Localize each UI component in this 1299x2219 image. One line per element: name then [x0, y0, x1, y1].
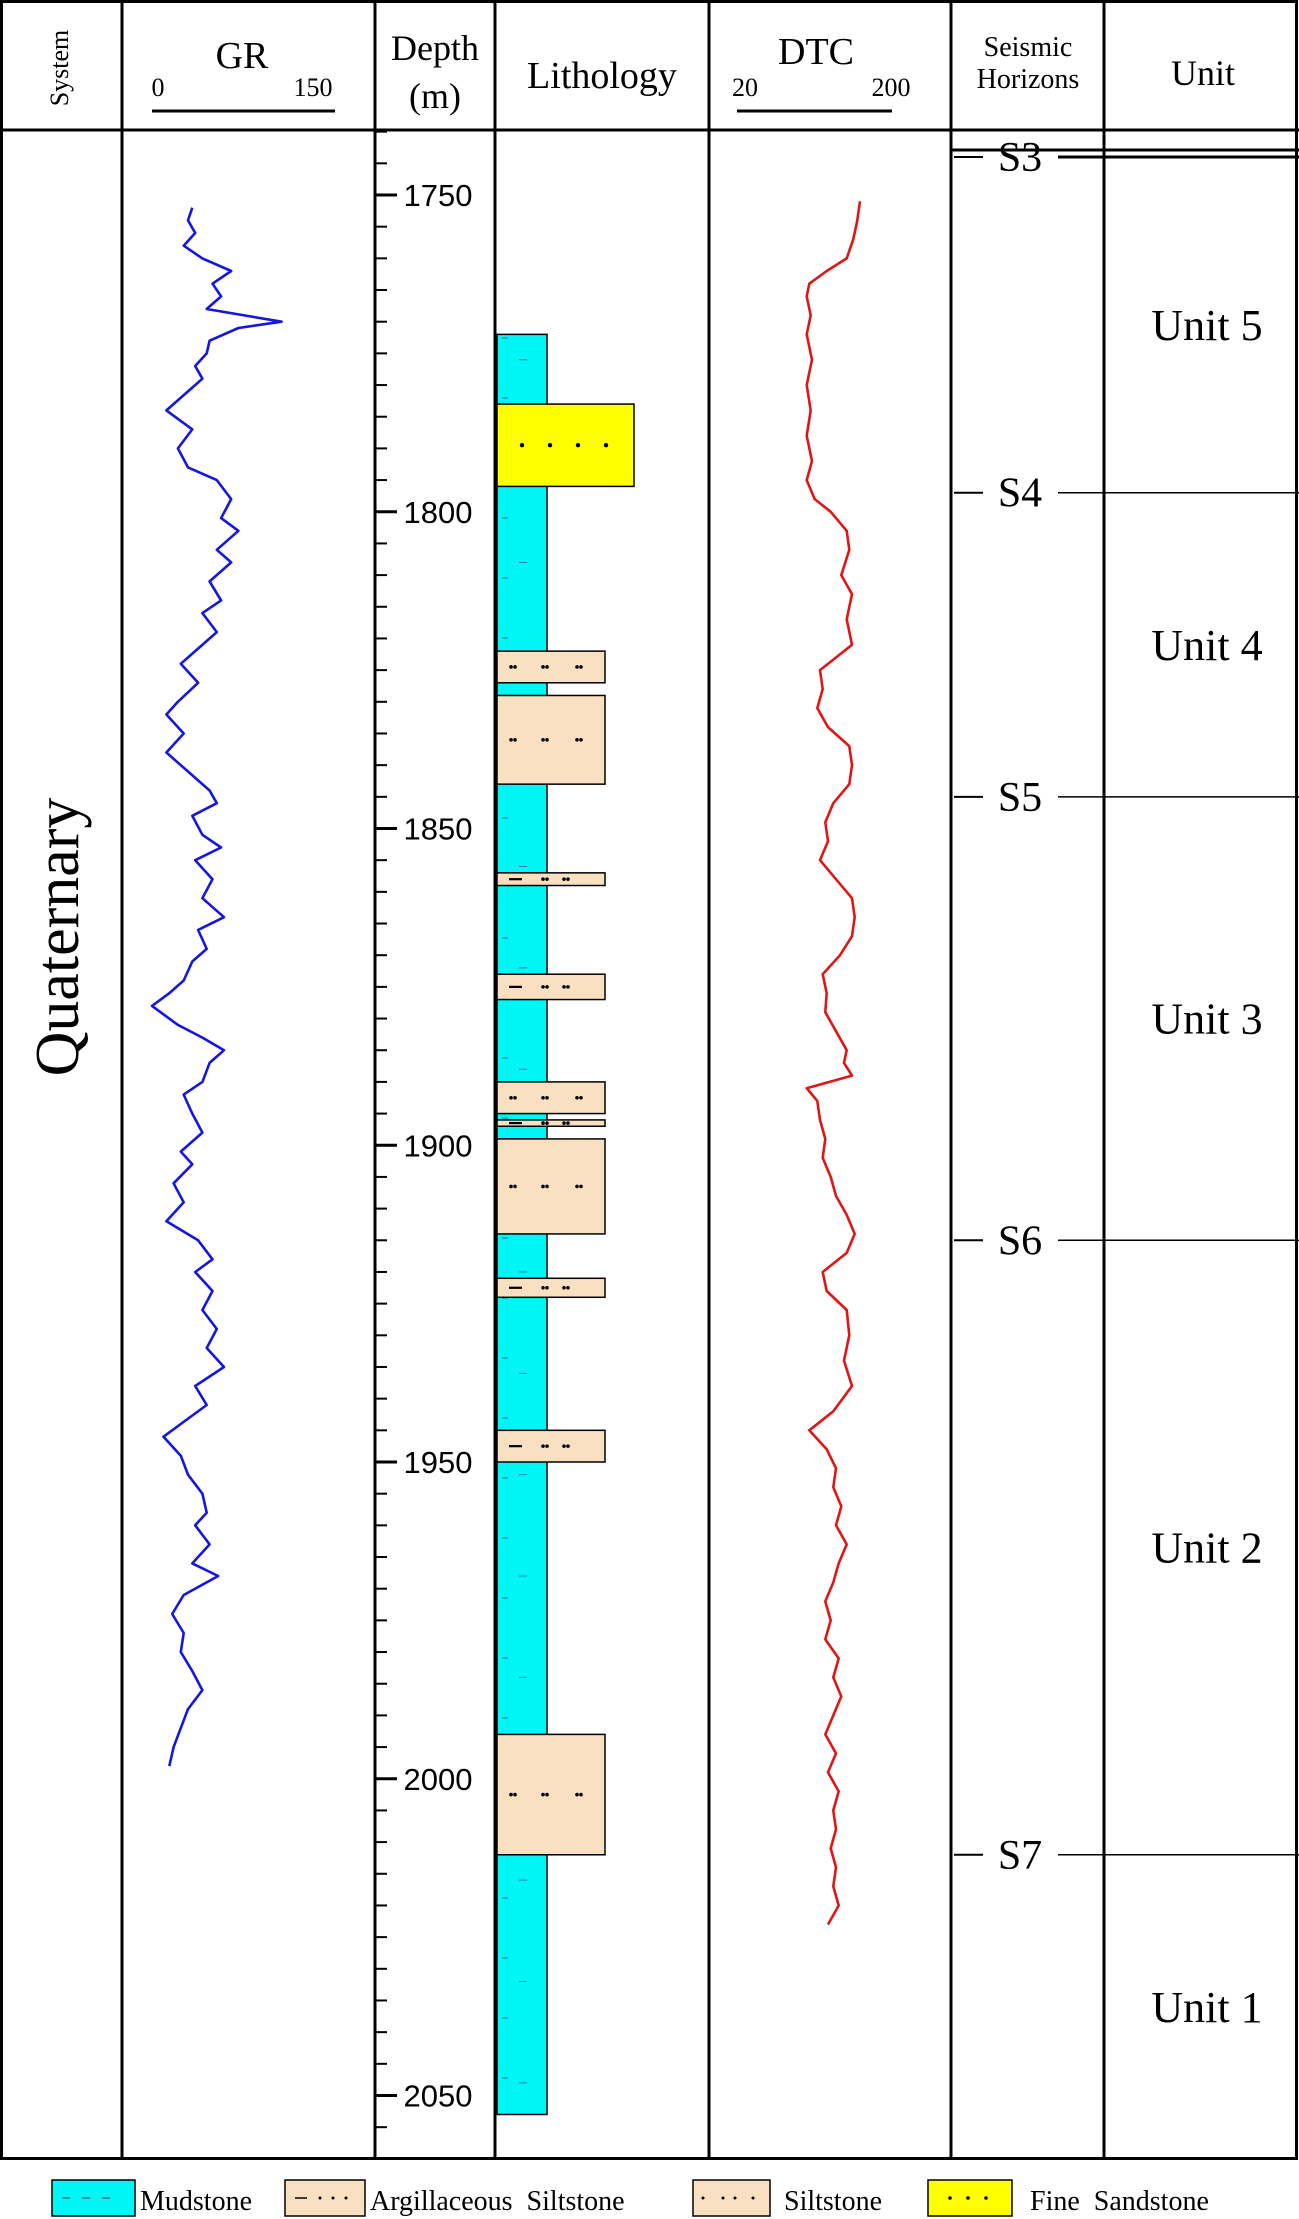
- horizon-label: S5: [998, 775, 1042, 821]
- unit-label: Unit 5: [1151, 301, 1262, 350]
- legend-swatch: [692, 2179, 771, 2217]
- depth-header-line2: (m): [409, 76, 461, 116]
- legend-label: Argillaceous Siltstone: [370, 2186, 625, 2217]
- legend-swatch: [927, 2179, 1013, 2217]
- units-column: Unit 5 Unit 4 Unit 3 Unit 2 Unit 1: [1151, 301, 1262, 2032]
- argillaceous-siltstone-bed: [496, 1429, 606, 1463]
- siltstone-bed: [496, 1081, 606, 1115]
- header-row: System GR 0 150 Depth (m) Lithology DTC …: [45, 28, 1235, 116]
- horizon-label: S3: [998, 135, 1042, 181]
- horizon-s5: S5: [954, 775, 1299, 821]
- depth-tick-label: 1750: [404, 178, 473, 213]
- horizon-s4: S4: [954, 471, 1299, 517]
- legend: Mudstone Argillaceous Siltstone Siltstone F…: [51, 2179, 1209, 2217]
- depth-tick-label: 2050: [404, 2079, 473, 2114]
- siltstone-bed: [496, 694, 606, 785]
- lithology-column: [496, 333, 635, 2116]
- horizon-label: S6: [998, 1218, 1042, 1264]
- seismic-header-line2: Horizons: [977, 64, 1080, 95]
- legend-item-argillaceous-siltstone: Argillaceous Siltstone: [284, 2179, 625, 2217]
- argillaceous-siltstone-bed: [496, 872, 606, 887]
- horizon-s7: S7: [954, 1833, 1299, 1879]
- legend-item-mudstone: Mudstone: [51, 2179, 252, 2217]
- seismic-horizons: S3 S4 S5 S6 S7: [951, 135, 1299, 1879]
- dtc-header: DTC: [778, 31, 854, 73]
- horizon-s3: S3: [954, 135, 1299, 181]
- gr-header: GR: [216, 35, 269, 77]
- siltstone-bed: [496, 1138, 606, 1235]
- seismic-header-line1: Seismic: [984, 32, 1073, 63]
- frame: [0, 0, 1299, 2160]
- argillaceous-siltstone-bed: [496, 1119, 606, 1127]
- gr-scale-max: 150: [294, 73, 333, 102]
- depth-tick-label: 2000: [404, 1762, 473, 1797]
- legend-label: Mudstone: [140, 2186, 252, 2217]
- unit-label: Unit 3: [1151, 995, 1262, 1044]
- depth-axis: 1750 1800 1850 1900 1950 2000 2050: [373, 127, 473, 2160]
- legend-label: Fine Sandstone: [1030, 2186, 1209, 2217]
- horizon-s6: S6: [954, 1218, 1299, 1264]
- depth-header-line1: Depth: [391, 28, 479, 68]
- gr-scale-min: 0: [152, 73, 165, 102]
- legend-label: Siltstone: [784, 2186, 882, 2217]
- dtc-scale-max: 200: [872, 73, 911, 102]
- horizon-label: S4: [998, 471, 1042, 517]
- horizon-label: S7: [998, 1833, 1042, 1879]
- lithology-header: Lithology: [527, 55, 677, 97]
- unit-header: Unit: [1171, 53, 1235, 93]
- argillaceous-siltstone-bed: [496, 973, 606, 1001]
- dtc-curve: [805, 201, 862, 1926]
- dtc-track: [805, 201, 862, 1926]
- dtc-scale-min: 20: [732, 73, 758, 102]
- legend-item-fine-sandstone: Fine Sandstone: [927, 2179, 1209, 2217]
- argillaceous-siltstone-bed: [496, 1277, 606, 1299]
- system-header: System: [45, 30, 74, 107]
- depth-tick-label: 1850: [404, 812, 473, 847]
- siltstone-bed: [496, 650, 606, 684]
- unit-label: Unit 1: [1151, 1983, 1262, 2032]
- unit-label: Unit 2: [1151, 1524, 1262, 1573]
- depth-tick-label: 1800: [404, 495, 473, 530]
- gr-curve: [150, 207, 283, 1767]
- system-label: Quaternary: [24, 798, 92, 1077]
- depth-tick-label: 1950: [404, 1445, 473, 1480]
- siltstone-bed: [496, 1733, 606, 1856]
- gr-track: [150, 207, 283, 1767]
- depth-tick-label: 1900: [404, 1128, 473, 1163]
- legend-item-siltstone: Siltstone: [692, 2179, 882, 2217]
- fine-sandstone-bed: [496, 403, 635, 488]
- unit-label: Unit 4: [1151, 621, 1262, 670]
